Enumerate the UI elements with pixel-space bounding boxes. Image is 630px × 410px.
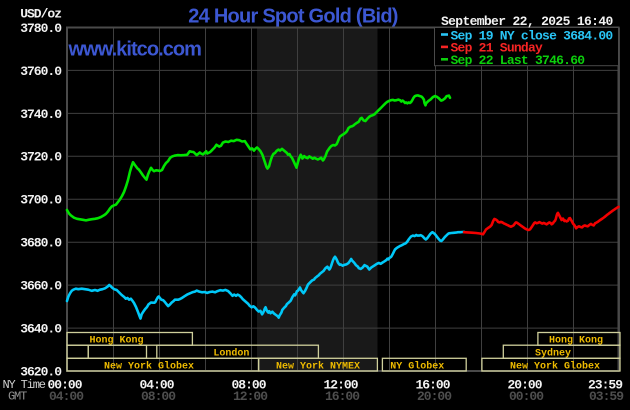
svg-text:NY Globex: NY Globex	[390, 360, 444, 372]
svg-text:Sydney: Sydney	[535, 347, 571, 359]
svg-text:Hong Kong: Hong Kong	[89, 335, 143, 346]
svg-text:Sep 19 NY close 3684.00: Sep 19 NY close 3684.00	[451, 28, 614, 43]
svg-text:3620.0: 3620.0	[20, 364, 62, 379]
svg-text:03:59: 03:59	[589, 389, 624, 404]
svg-text:16:00: 16:00	[415, 378, 450, 393]
svg-text:Sep 22 Last 3746.60: Sep 22 Last 3746.60	[451, 53, 586, 68]
svg-text:08:00: 08:00	[141, 389, 176, 404]
svg-text:12:00: 12:00	[233, 389, 268, 404]
svg-text:3700.0: 3700.0	[20, 193, 62, 208]
svg-text:September 22, 2025 16:40: September 22, 2025 16:40	[441, 14, 613, 29]
svg-text:08:00: 08:00	[231, 378, 266, 393]
svg-text:23:59: 23:59	[588, 378, 623, 393]
svg-text:20:00: 20:00	[507, 378, 542, 393]
svg-text:16:00: 16:00	[325, 389, 360, 404]
svg-text:NY Time: NY Time	[3, 378, 46, 392]
svg-text:24 Hour Spot Gold (Bid): 24 Hour Spot Gold (Bid)	[188, 6, 397, 28]
svg-text:04:00: 04:00	[49, 389, 84, 404]
svg-text:3740.0: 3740.0	[20, 107, 62, 122]
svg-text:GMT: GMT	[8, 390, 27, 404]
svg-text:Sep 21 Sunday: Sep 21 Sunday	[451, 41, 543, 56]
svg-text:00:00: 00:00	[47, 378, 82, 393]
svg-text:3760.0: 3760.0	[20, 64, 62, 79]
svg-text:New York Globex: New York Globex	[104, 360, 194, 372]
svg-text:3660.0: 3660.0	[20, 279, 62, 294]
svg-text:3680.0: 3680.0	[20, 236, 62, 251]
svg-text:04:00: 04:00	[139, 378, 174, 393]
svg-text:London: London	[213, 347, 249, 359]
svg-text:New York NYMEX: New York NYMEX	[276, 360, 360, 372]
svg-text:New York Globex: New York Globex	[510, 360, 600, 372]
svg-text:00:00: 00:00	[509, 389, 544, 404]
svg-text:USD/oz: USD/oz	[20, 6, 61, 21]
svg-text:20:00: 20:00	[417, 389, 452, 404]
svg-text:3640.0: 3640.0	[20, 322, 62, 337]
svg-text:Hong Kong: Hong Kong	[549, 335, 603, 346]
svg-text:3720.0: 3720.0	[20, 150, 62, 165]
svg-text:12:00: 12:00	[323, 378, 358, 393]
svg-text:www.kitco.com: www.kitco.com	[68, 38, 202, 60]
svg-text:3780.0: 3780.0	[20, 21, 62, 36]
